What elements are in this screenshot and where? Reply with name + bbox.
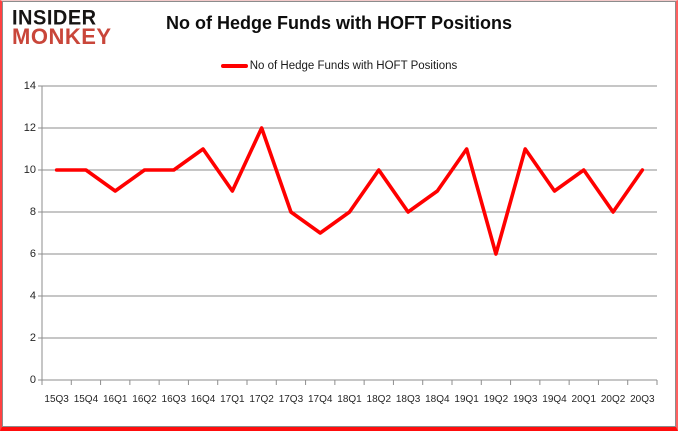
x-axis-category-label: 17Q4 xyxy=(307,394,333,405)
legend-label: No of Hedge Funds with HOFT Positions xyxy=(249,60,458,72)
x-axis-category-label: 16Q1 xyxy=(102,394,128,405)
insider-monkey-logo: INSIDER MONKEY xyxy=(12,6,112,50)
x-axis-category-label: 16Q2 xyxy=(132,394,157,405)
y-axis-tick-label: 14 xyxy=(23,80,36,92)
x-axis-category-label: 17Q1 xyxy=(220,394,245,405)
line-chart-svg xyxy=(38,85,658,385)
y-axis-tick-label: 6 xyxy=(29,248,36,260)
x-axis-category-label: 20Q2 xyxy=(600,394,626,405)
y-axis-tick-label: 8 xyxy=(29,206,36,218)
x-axis-category-label: 16Q3 xyxy=(161,394,187,405)
x-axis-category-label: 15Q3 xyxy=(44,394,69,405)
x-axis-category-label: 20Q1 xyxy=(571,394,597,405)
x-axis-category-label: 16Q4 xyxy=(190,394,216,405)
legend-line-swatch xyxy=(220,64,248,68)
x-axis-category-label: 19Q2 xyxy=(483,394,509,405)
y-axis-tick-label: 2 xyxy=(29,332,36,344)
y-axis-tick-label: 12 xyxy=(23,122,36,134)
x-axis-category-label: 18Q3 xyxy=(395,394,421,405)
legend: No of Hedge Funds with HOFT Positions xyxy=(3,60,675,72)
x-axis-category-label: 19Q4 xyxy=(542,394,567,405)
x-axis-category-label: 18Q4 xyxy=(425,394,450,405)
y-axis-tick-label: 0 xyxy=(29,374,36,386)
y-axis-tick-label: 10 xyxy=(23,164,36,176)
x-axis-category-label: 19Q3 xyxy=(512,394,538,405)
chart-title: No of Hedge Funds with HOFT Positions xyxy=(166,13,512,33)
logo-line-insider: INSIDER xyxy=(12,6,97,30)
x-axis-category-label: 18Q1 xyxy=(337,394,362,405)
x-axis-category-label: 15Q4 xyxy=(73,394,99,405)
x-axis-category-label: 17Q2 xyxy=(249,394,274,405)
x-axis-category-label: 20Q3 xyxy=(630,394,655,405)
x-axis-category-label: 18Q2 xyxy=(366,394,392,405)
series-line xyxy=(54,126,645,256)
y-axis-tick-label: 4 xyxy=(29,290,36,302)
x-axis-category-label: 19Q1 xyxy=(454,394,479,405)
x-axis-category-label: 17Q3 xyxy=(278,394,304,405)
logo-line-monkey: MONKEY xyxy=(12,24,112,50)
